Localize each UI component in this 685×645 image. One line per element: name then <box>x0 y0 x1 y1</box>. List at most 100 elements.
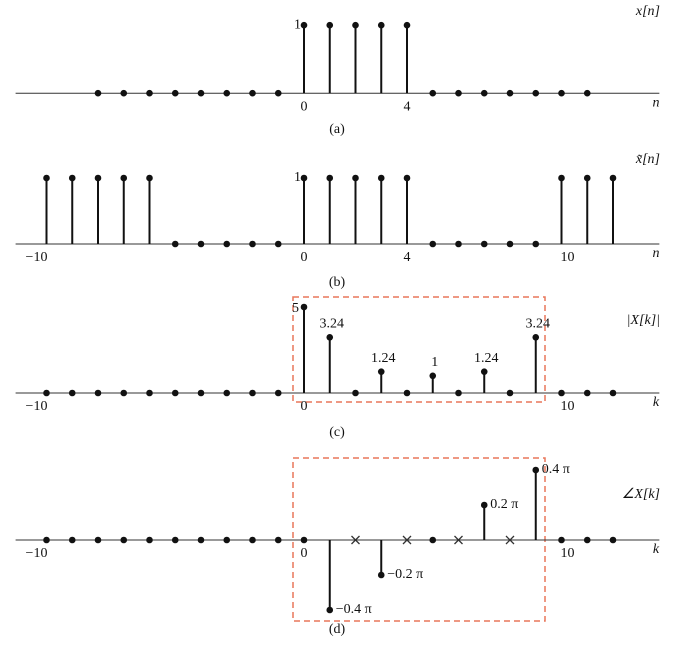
chart-title: x̃[n] <box>635 152 660 167</box>
value-label: 1.24 <box>474 351 499 366</box>
x-tick-label: 0 <box>301 399 308 414</box>
chart-title: |X[k]| <box>627 313 660 328</box>
stem-dot <box>300 174 308 182</box>
stem-dot <box>68 536 76 544</box>
value-label: 5 <box>292 301 299 316</box>
stem-dot <box>403 389 411 397</box>
stem-dot <box>480 89 488 97</box>
stem-dot <box>480 368 488 375</box>
stem-dot <box>94 174 102 182</box>
highlight-box <box>292 296 546 403</box>
stem-dot <box>377 174 385 182</box>
value-label: 3.24 <box>320 316 345 331</box>
stem-dot <box>506 240 514 248</box>
stem-dot <box>274 89 282 97</box>
stem-dot <box>68 389 76 397</box>
stem-dot <box>120 89 128 97</box>
stem-dot <box>43 536 50 544</box>
stem-dot <box>249 536 256 544</box>
stem-dot <box>274 536 282 544</box>
stem-dot <box>171 536 179 544</box>
stem-dot <box>583 174 591 182</box>
stem-dot <box>480 240 488 248</box>
x-axis-label: n <box>653 246 660 261</box>
x-tick-label: 0 <box>301 546 308 561</box>
stem-dot <box>120 174 128 182</box>
stem-dot <box>43 174 50 182</box>
stem-dot <box>429 536 437 544</box>
stem-dot <box>429 89 437 97</box>
stem-dot <box>532 333 540 341</box>
stem-dot <box>532 466 540 474</box>
stem-dot <box>146 389 153 397</box>
x-axis-label: k <box>653 542 660 557</box>
stem-dot <box>506 89 514 97</box>
stem-dot <box>403 174 411 182</box>
stem-dot <box>429 372 437 380</box>
caption: (b) <box>329 275 346 290</box>
stem-dot <box>120 389 128 397</box>
value-label: 0.2 π <box>490 497 518 512</box>
stem-dot <box>429 240 437 248</box>
stem-dot <box>171 389 179 397</box>
stem-dot <box>249 389 256 397</box>
stem-dot <box>558 536 565 544</box>
stem-dot <box>583 389 591 397</box>
stem-dot <box>223 89 231 97</box>
stem-dot <box>352 389 359 397</box>
stem-dot <box>377 21 385 29</box>
y-tick-label: 1 <box>294 17 301 32</box>
stem-dot <box>94 389 102 397</box>
stem-dot <box>171 89 179 97</box>
x-tick-label: 4 <box>404 99 411 114</box>
stem-dot <box>377 368 385 375</box>
stem-dot <box>558 389 565 397</box>
stem-dot <box>583 536 591 544</box>
stem-dot <box>146 89 153 97</box>
stem-dot <box>506 389 514 397</box>
stem-dot <box>94 89 102 97</box>
value-label: 0.4 π <box>542 462 570 477</box>
stem-dot <box>197 89 205 97</box>
stem-dot <box>558 89 565 97</box>
stem-dot <box>68 174 76 182</box>
value-label: −0.4 π <box>336 602 372 617</box>
stem-dot <box>455 89 462 97</box>
chart-title: ∠X[k] <box>622 487 660 502</box>
stem-dot <box>43 389 50 397</box>
stem-dot <box>197 389 205 397</box>
undefined-marker <box>402 535 412 545</box>
stem-dot <box>249 240 256 248</box>
stem-dot <box>274 240 282 248</box>
stem-dot <box>455 389 462 397</box>
value-label: −0.2 π <box>387 567 423 582</box>
stem-dot <box>609 389 617 397</box>
x-tick-label: −10 <box>26 399 48 414</box>
y-tick-label: 1 <box>294 170 301 185</box>
stem-dot <box>326 174 334 182</box>
stem-dot <box>532 240 540 248</box>
x-tick-label: 0 <box>301 99 308 114</box>
x-tick-label: 10 <box>561 399 575 414</box>
stem-dot <box>377 571 385 579</box>
x-tick-label: 10 <box>561 250 575 265</box>
stem-dot <box>326 606 334 614</box>
stem-dot <box>532 89 540 97</box>
stem-dot <box>223 389 231 397</box>
stem-dot <box>300 536 308 544</box>
x-tick-label: −10 <box>26 546 48 561</box>
stem-dot <box>403 21 411 29</box>
stem-dot <box>352 174 359 182</box>
stem-dot <box>120 536 128 544</box>
stem-dot <box>146 174 153 182</box>
stem-dot <box>171 240 179 248</box>
stem-dot <box>146 536 153 544</box>
x-tick-label: 0 <box>301 250 308 265</box>
stem-dot <box>223 536 231 544</box>
stem-dot <box>197 536 205 544</box>
stem-dot <box>326 21 334 29</box>
stem-dot <box>197 240 205 248</box>
stem-dot <box>326 333 334 341</box>
stem-dot <box>94 536 102 544</box>
stem-dot <box>300 21 308 29</box>
